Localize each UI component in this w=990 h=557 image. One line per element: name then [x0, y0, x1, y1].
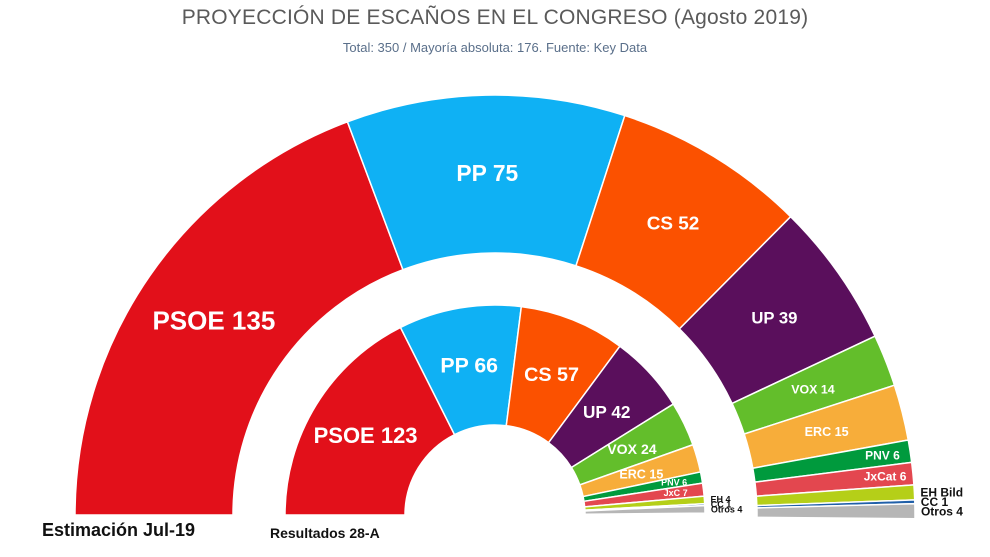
outer-label-psoe: PSOE 135: [152, 305, 275, 335]
inner-label-up: UP 42: [583, 402, 630, 422]
inner-label-jxc: JxC 7: [664, 488, 688, 498]
outer-label-jxcat: JxCat 6: [864, 470, 907, 484]
outer-slice-psoe[interactable]: [74, 120, 404, 516]
inner-label-pnv: PNV 6: [661, 478, 687, 488]
inner-slice-psoe[interactable]: [284, 326, 456, 516]
outer-label-up: UP 39: [751, 309, 797, 328]
inner-label-otros: Otros 4: [711, 504, 743, 514]
inner-slice-otros[interactable]: [584, 504, 706, 515]
inner-label-eh: EH 4: [710, 495, 730, 505]
outer-ring-estimacion: [74, 94, 916, 520]
outer-label-pp: PP 75: [456, 160, 518, 186]
outer-slice-otros[interactable]: [756, 502, 916, 520]
chart-subtitle: Total: 350 / Mayoría absoluta: 176. Fuen…: [342, 40, 648, 55]
inner-label-pp: PP 66: [440, 354, 498, 378]
inner-label-cc: CC 1: [711, 499, 732, 509]
inner-ring-resultados: [284, 304, 706, 516]
chart-title: PROYECCIÓN DE ESCAÑOS EN EL CONGRESO (Ag…: [181, 6, 809, 29]
outer-label-erc: ERC 15: [805, 425, 849, 439]
outer-label-cs: CS 52: [647, 214, 700, 235]
inner-label-psoe: PSOE 123: [314, 423, 418, 448]
outer-ring-caption: Estimación Jul-19: [42, 520, 196, 540]
outer-label-otros: Otros 4: [921, 504, 963, 518]
outer-label-cc: CC 1: [921, 495, 949, 509]
outer-label-eh-bildu: EH Bild: [920, 485, 963, 499]
inner-ring-caption: Resultados 28-A: [270, 525, 380, 541]
outer-label-pnv: PNV 6: [865, 449, 900, 463]
outer-label-vox: VOX 14: [791, 382, 835, 396]
inner-label-cs: CS 57: [524, 364, 579, 386]
inner-label-vox: VOX 24: [607, 441, 657, 457]
inner-label-erc: ERC 15: [619, 467, 663, 481]
